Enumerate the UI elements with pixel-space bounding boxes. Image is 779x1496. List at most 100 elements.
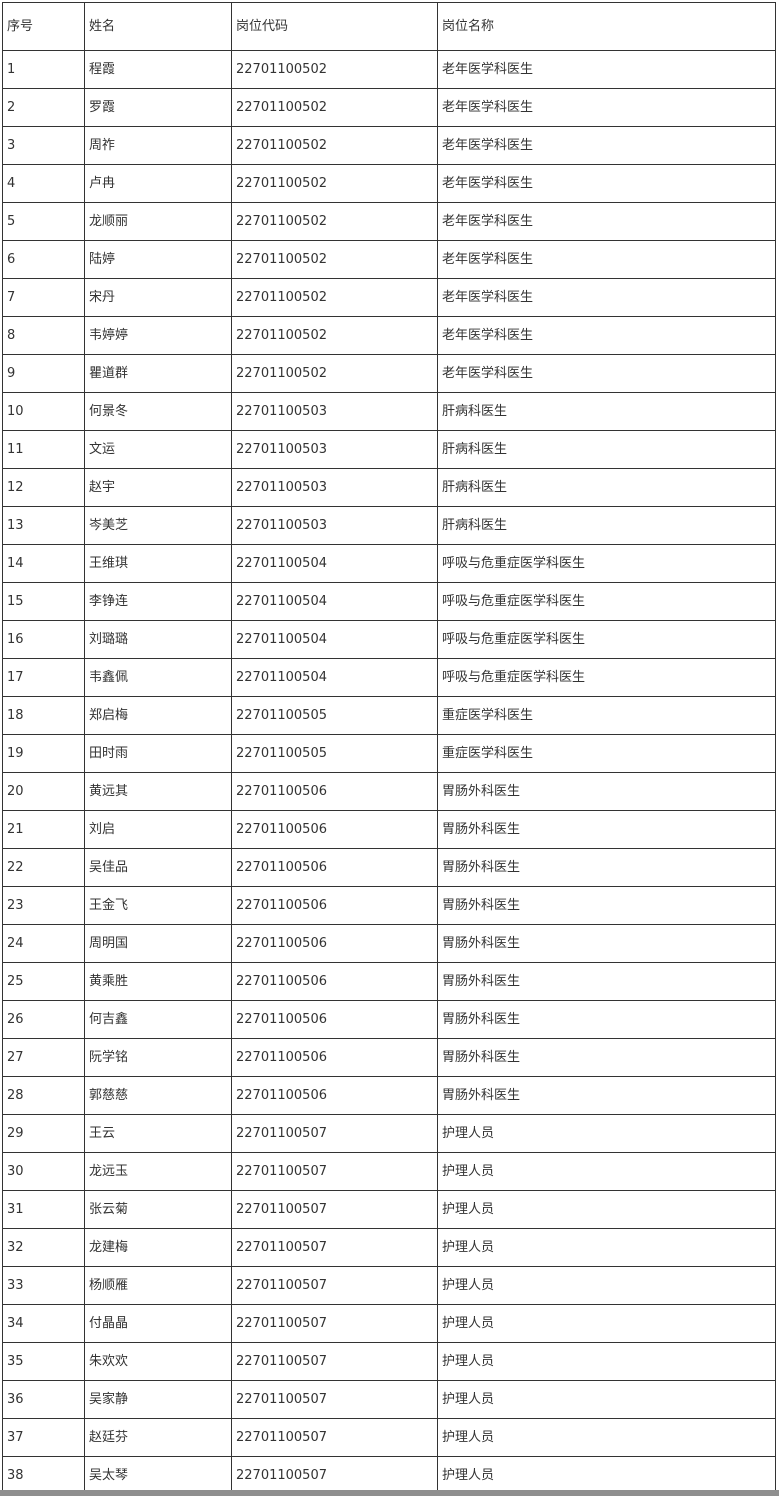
table-cell: 龙建梅 [84, 1228, 232, 1267]
table-row: 27 阮学铭 22701100506 胃肠外科医生 [2, 1038, 776, 1077]
table-cell: 老年医学科医生 [437, 354, 776, 393]
table-cell: 30 [2, 1152, 85, 1191]
table-row: 17 韦鑫佩 22701100504 呼吸与危重症医学科医生 [2, 658, 776, 697]
table-cell: 护理人员 [437, 1266, 776, 1305]
table-row: 16 刘璐璐 22701100504 呼吸与危重症医学科医生 [2, 620, 776, 659]
table-cell: 周明国 [84, 924, 232, 963]
table-cell: 32 [2, 1228, 85, 1267]
table-cell: 李铮连 [84, 582, 232, 621]
table-cell: 33 [2, 1266, 85, 1305]
table-cell: 7 [2, 278, 85, 317]
table-row: 31 张云菊 22701100507 护理人员 [2, 1190, 776, 1229]
table-cell: 22701100505 [231, 734, 438, 773]
table-cell: 22701100506 [231, 848, 438, 887]
table-row: 22 吴佳品 22701100506 胃肠外科医生 [2, 848, 776, 887]
table-cell: 22701100503 [231, 506, 438, 545]
table-cell: 6 [2, 240, 85, 279]
table-cell: 22701100502 [231, 240, 438, 279]
table-cell: 宋丹 [84, 278, 232, 317]
table-cell: 陆婷 [84, 240, 232, 279]
table-cell: 14 [2, 544, 85, 583]
table-cell: 22701100503 [231, 468, 438, 507]
table-row: 19 田时雨 22701100505 重症医学科医生 [2, 734, 776, 773]
table-cell: 肝病科医生 [437, 468, 776, 507]
table-cell: 31 [2, 1190, 85, 1229]
table-row: 38 吴太琴 22701100507 护理人员 [2, 1456, 776, 1495]
table-cell: 34 [2, 1304, 85, 1343]
table-cell: 胃肠外科医生 [437, 810, 776, 849]
table-cell: 黄远其 [84, 772, 232, 811]
table-cell: 13 [2, 506, 85, 545]
table-row: 15 李铮连 22701100504 呼吸与危重症医学科医生 [2, 582, 776, 621]
table-row: 29 王云 22701100507 护理人员 [2, 1114, 776, 1153]
table-cell: 吴家静 [84, 1380, 232, 1419]
table-cell: 22701100507 [231, 1152, 438, 1191]
table-row: 32 龙建梅 22701100507 护理人员 [2, 1228, 776, 1267]
table-cell: 呼吸与危重症医学科医生 [437, 658, 776, 697]
table-cell: 护理人员 [437, 1114, 776, 1153]
table-row: 13 岑美芝 22701100503 肝病科医生 [2, 506, 776, 545]
table-cell: 10 [2, 392, 85, 431]
table-cell: 程霞 [84, 50, 232, 89]
table-cell: 22701100505 [231, 696, 438, 735]
table-cell: 吴太琴 [84, 1456, 232, 1495]
table-cell: 22701100507 [231, 1380, 438, 1419]
table-cell: 重症医学科医生 [437, 734, 776, 773]
table-cell: 老年医学科医生 [437, 88, 776, 127]
table-cell: 22701100507 [231, 1304, 438, 1343]
table-cell: 16 [2, 620, 85, 659]
table-cell: 护理人员 [437, 1342, 776, 1381]
table-cell: 付晶晶 [84, 1304, 232, 1343]
table-cell: 张云菊 [84, 1190, 232, 1229]
table-cell: 肝病科医生 [437, 506, 776, 545]
table-row: 6 陆婷 22701100502 老年医学科医生 [2, 240, 776, 279]
table-cell: 老年医学科医生 [437, 240, 776, 279]
table-cell: 赵廷芬 [84, 1418, 232, 1457]
table-cell: 胃肠外科医生 [437, 1076, 776, 1115]
table-cell: 呼吸与危重症医学科医生 [437, 582, 776, 621]
table-cell: 胃肠外科医生 [437, 1000, 776, 1039]
table-cell: 25 [2, 962, 85, 1001]
table-row: 3 周祚 22701100502 老年医学科医生 [2, 126, 776, 165]
table-cell: 刘璐璐 [84, 620, 232, 659]
table-cell: 22701100502 [231, 354, 438, 393]
table-row: 10 何景冬 22701100503 肝病科医生 [2, 392, 776, 431]
table-cell: 4 [2, 164, 85, 203]
table-cell: 29 [2, 1114, 85, 1153]
table-cell: 老年医学科医生 [437, 202, 776, 241]
column-header: 岗位名称 [437, 2, 776, 51]
table-cell: 22701100507 [231, 1456, 438, 1495]
table-row: 35 朱欢欢 22701100507 护理人员 [2, 1342, 776, 1381]
table-row: 4 卢冉 22701100502 老年医学科医生 [2, 164, 776, 203]
table-cell: 22701100506 [231, 810, 438, 849]
table-cell: 22701100507 [231, 1342, 438, 1381]
table-cell: 22701100503 [231, 392, 438, 431]
column-header: 序号 [2, 2, 85, 51]
table-cell: 22701100506 [231, 1038, 438, 1077]
table-row: 8 韦婷婷 22701100502 老年医学科医生 [2, 316, 776, 355]
table-cell: 22701100507 [231, 1114, 438, 1153]
table-cell: 胃肠外科医生 [437, 772, 776, 811]
table-cell: 26 [2, 1000, 85, 1039]
table-row: 9 瞿道群 22701100502 老年医学科医生 [2, 354, 776, 393]
table-cell: 18 [2, 696, 85, 735]
table-row: 36 吴家静 22701100507 护理人员 [2, 1380, 776, 1419]
table-cell: 韦婷婷 [84, 316, 232, 355]
table-row: 33 杨顺雁 22701100507 护理人员 [2, 1266, 776, 1305]
header-row: 序号 姓名 岗位代码 岗位名称 [2, 2, 776, 51]
table-cell: 19 [2, 734, 85, 773]
table-cell: 黄乘胜 [84, 962, 232, 1001]
table-row: 2 罗霞 22701100502 老年医学科医生 [2, 88, 776, 127]
table-row: 14 王维琪 22701100504 呼吸与危重症医学科医生 [2, 544, 776, 583]
table-cell: 护理人员 [437, 1456, 776, 1495]
table-cell: 22701100504 [231, 620, 438, 659]
table-cell: 8 [2, 316, 85, 355]
table-cell: 37 [2, 1418, 85, 1457]
table-cell: 21 [2, 810, 85, 849]
table-cell: 22701100502 [231, 278, 438, 317]
table-cell: 胃肠外科医生 [437, 1038, 776, 1077]
table-cell: 22701100506 [231, 1000, 438, 1039]
table-row: 24 周明国 22701100506 胃肠外科医生 [2, 924, 776, 963]
table-row: 21 刘启 22701100506 胃肠外科医生 [2, 810, 776, 849]
